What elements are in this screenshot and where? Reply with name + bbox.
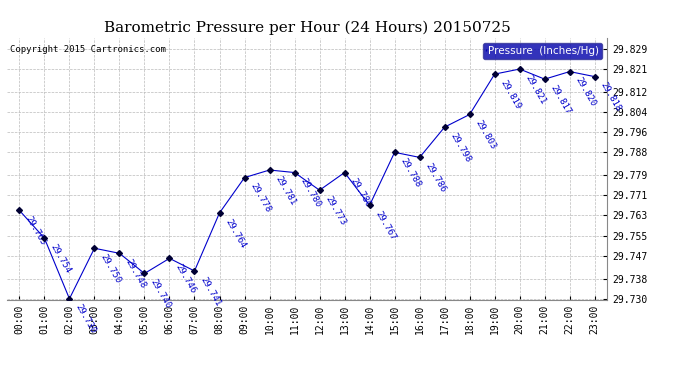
- Text: 29.730: 29.730: [74, 303, 97, 335]
- Text: 29.818: 29.818: [599, 81, 623, 113]
- Text: 29.767: 29.767: [374, 210, 397, 242]
- Text: 29.746: 29.746: [174, 262, 197, 295]
- Text: 29.780: 29.780: [299, 177, 323, 209]
- Text: 29.780: 29.780: [348, 177, 373, 209]
- Text: 29.741: 29.741: [199, 275, 223, 308]
- Legend: Pressure  (Inches/Hg): Pressure (Inches/Hg): [483, 43, 602, 59]
- Text: 29.778: 29.778: [248, 182, 273, 214]
- Text: 29.781: 29.781: [274, 174, 297, 207]
- Text: 29.817: 29.817: [549, 83, 573, 116]
- Text: 29.750: 29.750: [99, 252, 123, 285]
- Text: 29.786: 29.786: [424, 162, 448, 194]
- Title: Barometric Pressure per Hour (24 Hours) 20150725: Barometric Pressure per Hour (24 Hours) …: [104, 21, 511, 35]
- Text: 29.764: 29.764: [224, 217, 248, 249]
- Text: 29.740: 29.740: [148, 278, 172, 310]
- Text: 29.820: 29.820: [574, 76, 598, 108]
- Text: 29.765: 29.765: [23, 214, 48, 247]
- Text: Copyright 2015 Cartronics.com: Copyright 2015 Cartronics.com: [10, 45, 166, 54]
- Text: 29.819: 29.819: [499, 78, 523, 111]
- Text: 29.754: 29.754: [48, 242, 72, 275]
- Text: 29.748: 29.748: [124, 258, 148, 290]
- Text: 29.821: 29.821: [524, 73, 548, 106]
- Text: 29.803: 29.803: [474, 118, 497, 151]
- Text: 29.773: 29.773: [324, 194, 348, 227]
- Text: 29.798: 29.798: [448, 131, 473, 164]
- Text: 29.788: 29.788: [399, 156, 423, 189]
